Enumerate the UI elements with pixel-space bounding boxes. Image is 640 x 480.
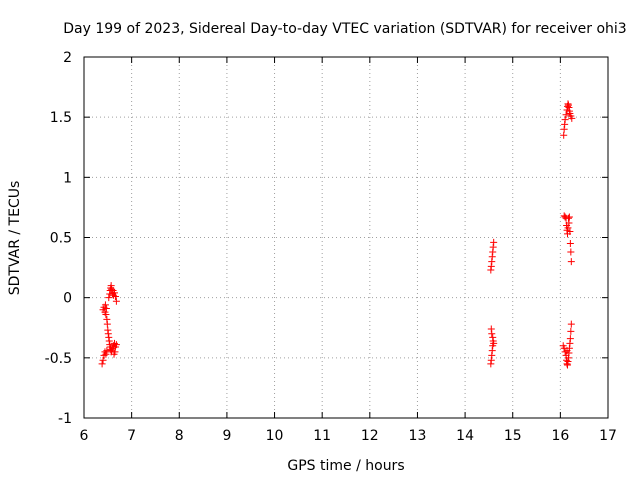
series-cluster-16.1h-top (560, 100, 576, 139)
data-point-marker (566, 227, 574, 235)
x-tick-label: 8 (175, 428, 184, 444)
data-point-marker (99, 356, 107, 364)
x-tick-label: 11 (313, 428, 331, 444)
series-cluster-14.5h-upper (487, 238, 498, 274)
x-tick-label: 16 (551, 428, 569, 444)
x-tick-label: 12 (361, 428, 379, 444)
data-point-marker (108, 285, 116, 293)
y-axis-label: SDTVAR / TECUs (7, 181, 23, 296)
grid-layer (84, 57, 608, 418)
data-point-marker (490, 238, 498, 246)
series-cluster-6.4h (98, 282, 120, 368)
x-axis-label: GPS time / hours (287, 458, 404, 474)
data-point-marker (561, 348, 569, 356)
y-tick-label: -0.5 (45, 351, 72, 367)
data-point-marker (111, 292, 119, 300)
plot-frame (83, 56, 609, 419)
tick-layer: 6 7 8 9 10 11 12 13 14 15 16 17 -1 -0.5 0 0.5 1 1.5 2 (45, 50, 617, 444)
data-point-marker (567, 248, 575, 256)
data-point-marker (563, 347, 571, 355)
y-tick-label: 1 (63, 170, 72, 186)
data-point-marker (564, 224, 572, 232)
x-tick-label: 9 (222, 428, 231, 444)
data-point-marker (567, 320, 575, 328)
data-point-marker (567, 327, 575, 335)
data-point-marker (102, 304, 110, 312)
data-point-marker (566, 240, 574, 248)
data-point-marker (490, 339, 498, 347)
data-point-marker (565, 213, 573, 221)
data-point-marker (112, 297, 120, 305)
data-point-marker (102, 311, 110, 319)
y-tick-label: 0.5 (50, 231, 72, 247)
data-point-marker (567, 258, 575, 266)
data-point-marker (489, 333, 497, 341)
data-point-marker (560, 131, 568, 139)
x-tick-label: 10 (266, 428, 284, 444)
points-layer (98, 100, 576, 369)
x-tick-label: 15 (504, 428, 522, 444)
y-tick-label: -1 (58, 411, 72, 427)
x-tick-label: 6 (80, 428, 89, 444)
series-cluster-14.5h-lower (487, 325, 498, 368)
chart-title: Day 199 of 2023, Sidereal Day-to-day VTE… (63, 21, 626, 37)
series-cluster-16.1h-mid (560, 212, 575, 266)
data-point-marker (112, 341, 120, 349)
x-tick-label: 14 (456, 428, 474, 444)
data-point-marker (98, 360, 106, 368)
x-tick-label: 13 (409, 428, 427, 444)
data-point-marker (564, 214, 572, 222)
data-point-marker (102, 350, 110, 358)
data-point-marker (561, 116, 569, 124)
x-tick-label: 17 (599, 428, 617, 444)
y-tick-label: 1.5 (50, 110, 72, 126)
data-point-marker (487, 325, 495, 333)
y-tick-label: 0 (63, 291, 72, 307)
data-point-marker (109, 286, 117, 294)
data-point-marker (562, 111, 570, 119)
data-point-marker (110, 350, 118, 358)
data-point-marker (103, 320, 111, 328)
data-point-marker (101, 301, 109, 309)
data-point-marker (105, 294, 113, 302)
series-cluster-16.1h-bottom (559, 320, 575, 369)
data-point-marker (568, 114, 576, 122)
x-tick-label: 7 (127, 428, 136, 444)
y-tick-label: 2 (63, 50, 72, 66)
data-point-marker (566, 335, 574, 343)
